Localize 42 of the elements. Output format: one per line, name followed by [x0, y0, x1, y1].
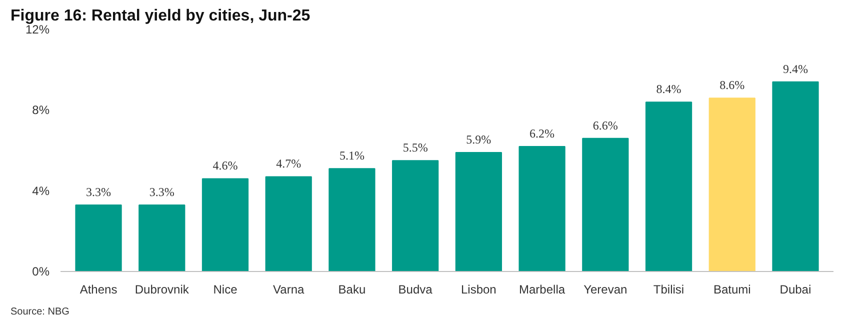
data-label: 5.1% — [339, 148, 364, 163]
data-label: 5.5% — [402, 140, 428, 155]
data-label: 8.4% — [656, 82, 682, 96]
bar — [455, 152, 502, 272]
bar — [582, 138, 629, 272]
data-label: 4.7% — [276, 156, 302, 171]
data-label: 3.3% — [86, 184, 112, 199]
x-tick-label: Batumi — [713, 282, 751, 296]
bar — [202, 178, 249, 272]
data-label: 6.6% — [592, 118, 618, 132]
x-tick-label: Athens — [80, 282, 118, 296]
data-label: 3.3% — [149, 184, 174, 199]
chart-title: Figure 16: Rental yield by cities, Jun-25 — [10, 8, 310, 24]
x-tick-label: Dubai — [780, 282, 812, 296]
x-tick-label: Marbella — [519, 282, 566, 296]
x-tick-label: Nice — [213, 282, 238, 296]
bar — [265, 176, 312, 272]
bar — [138, 204, 186, 272]
x-tick-label: Yerevan — [584, 282, 628, 296]
bar — [772, 81, 819, 272]
data-label: 9.4% — [782, 62, 808, 76]
data-label: 8.6% — [720, 78, 745, 92]
x-tick-label: Tbilisi — [653, 282, 684, 296]
bar — [392, 160, 439, 272]
x-tick-label: Dubrovnik — [134, 282, 190, 296]
y-tick-label: 4% — [32, 184, 50, 198]
y-tick-label: 12% — [25, 22, 50, 36]
source-note: Source: NBG — [10, 306, 70, 318]
x-tick-label: Lisbon — [461, 282, 496, 296]
x-tick-label: Baku — [338, 282, 366, 296]
x-tick-label: Budva — [398, 282, 433, 296]
data-label: 5.9% — [466, 132, 492, 147]
x-tick-label: Varna — [273, 282, 304, 296]
y-tick-label: 0% — [32, 264, 50, 278]
bar — [645, 102, 692, 272]
bar — [518, 146, 566, 272]
y-tick-label: 8% — [32, 103, 50, 118]
data-label: 6.2% — [530, 126, 555, 140]
bar — [708, 98, 756, 272]
bar — [328, 168, 376, 272]
data-label: 4.6% — [212, 158, 238, 173]
bar — [75, 204, 122, 272]
